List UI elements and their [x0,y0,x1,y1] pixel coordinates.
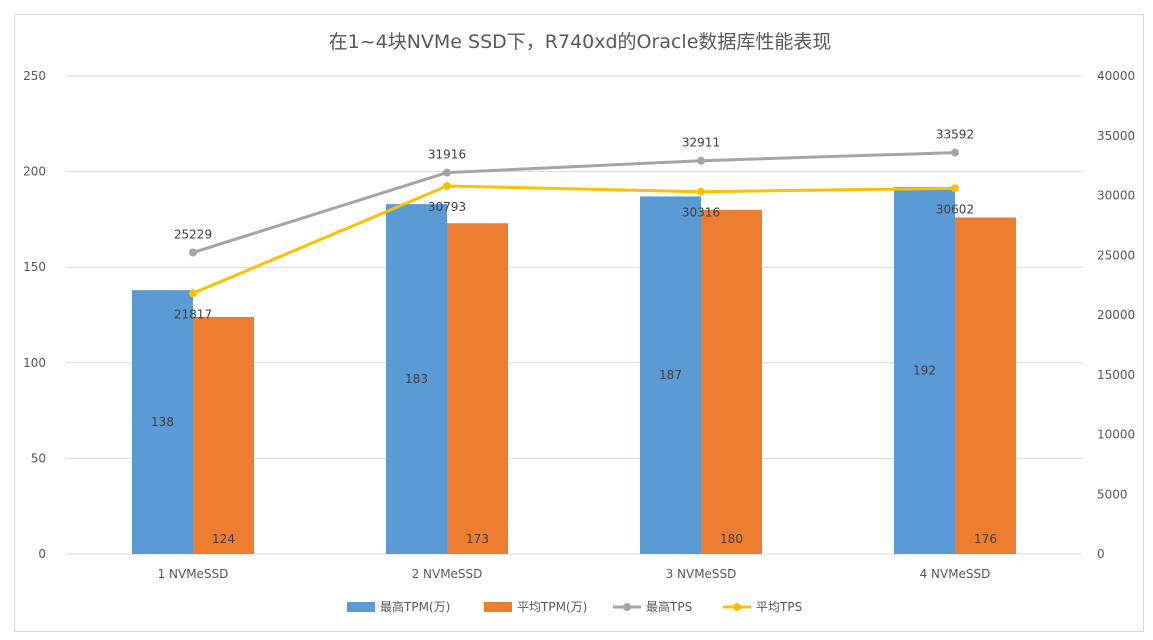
right-tick-label: 25000 [1097,248,1135,262]
category-label: 3 NVMeSSD [666,567,737,581]
right-axis: 0 5000 10000 15000 20000 25000 30000 35000 40000 [1097,69,1135,561]
bar-max-tpm [132,290,193,554]
right-tick-label: 5000 [1097,487,1128,501]
line-data-label: 25229 [174,228,212,242]
legend-label: 平均TPS [756,600,802,614]
bar-data-label: 192 [913,363,936,377]
bar-max-tpm [894,186,955,554]
left-axis: 0 50 100 150 200 250 [23,69,46,561]
left-tick-label: 50 [31,451,46,465]
right-tick-label: 40000 [1097,69,1135,83]
line-data-label: 30793 [428,200,466,214]
bar-data-label: 173 [466,532,489,546]
line-point [189,289,197,298]
category-label: 1 NVMeSSD [158,567,229,581]
right-tick-label: 20000 [1097,308,1135,322]
legend-marker [623,603,631,611]
bar-avg-tpm [955,217,1016,554]
bar-data-label: 176 [974,532,997,546]
right-tick-label: 0 [1097,547,1105,561]
line-max-tps [192,151,956,254]
line-avg-tps [192,184,956,295]
line-data-label: 21817 [174,307,212,321]
chart-title: 在1~4块NVMe SSD下，R740xd的Oracle数据库性能表现 [329,31,832,53]
bar-avg-tpm [193,316,254,554]
line-point [697,156,705,165]
left-tick-label: 150 [23,260,46,274]
legend-label: 最高TPS [646,599,692,614]
data-labels: 138 183 187 192 124 173 180 176 25229 31916 32911 3… [151,128,997,546]
line-data-label: 31916 [428,148,466,162]
left-tick-label: 0 [38,547,46,561]
category-axis: 1 NVMeSSD 2 NVMeSSD 3 NVMeSSD 4 NVMeSSD [158,567,991,581]
bar-max-tpm [386,204,447,554]
right-tick-label: 15000 [1097,368,1135,382]
line-point [443,168,451,177]
line-data-label: 32911 [682,136,720,150]
bars [132,186,1016,554]
line-point [951,184,959,193]
category-label: 4 NVMeSSD [920,567,991,581]
legend-marker [733,603,741,611]
line-data-label: 30316 [682,206,720,220]
right-tick-label: 35000 [1097,129,1135,143]
legend-swatch [484,602,512,612]
bar-avg-tpm [701,209,762,554]
left-tick-label: 100 [23,356,46,370]
bar-data-label: 183 [405,372,428,386]
line-point [951,148,959,157]
right-tick-label: 10000 [1097,428,1135,442]
left-tick-label: 250 [23,69,46,83]
bar-data-label: 187 [659,368,682,382]
line-point [443,182,451,191]
legend-label: 最高TPM(万) [380,599,450,614]
bar-avg-tpm [447,223,508,554]
bar-data-label: 138 [151,415,174,429]
left-tick-label: 200 [23,165,46,179]
legend: 最高TPM(万) 平均TPM(万) 最高TPS 平均TPS [347,599,802,614]
category-label: 2 NVMeSSD [412,567,483,581]
bar-max-tpm [640,196,701,554]
bar-data-label: 124 [212,532,235,546]
lines [189,148,959,298]
right-tick-label: 30000 [1097,189,1135,203]
legend-label: 平均TPM(万) [517,600,587,614]
line-data-label: 33592 [936,128,974,142]
line-data-label: 30602 [936,202,974,216]
line-point [189,248,197,257]
legend-swatch [347,602,375,612]
bar-data-label: 180 [720,532,743,546]
line-point [697,187,705,196]
